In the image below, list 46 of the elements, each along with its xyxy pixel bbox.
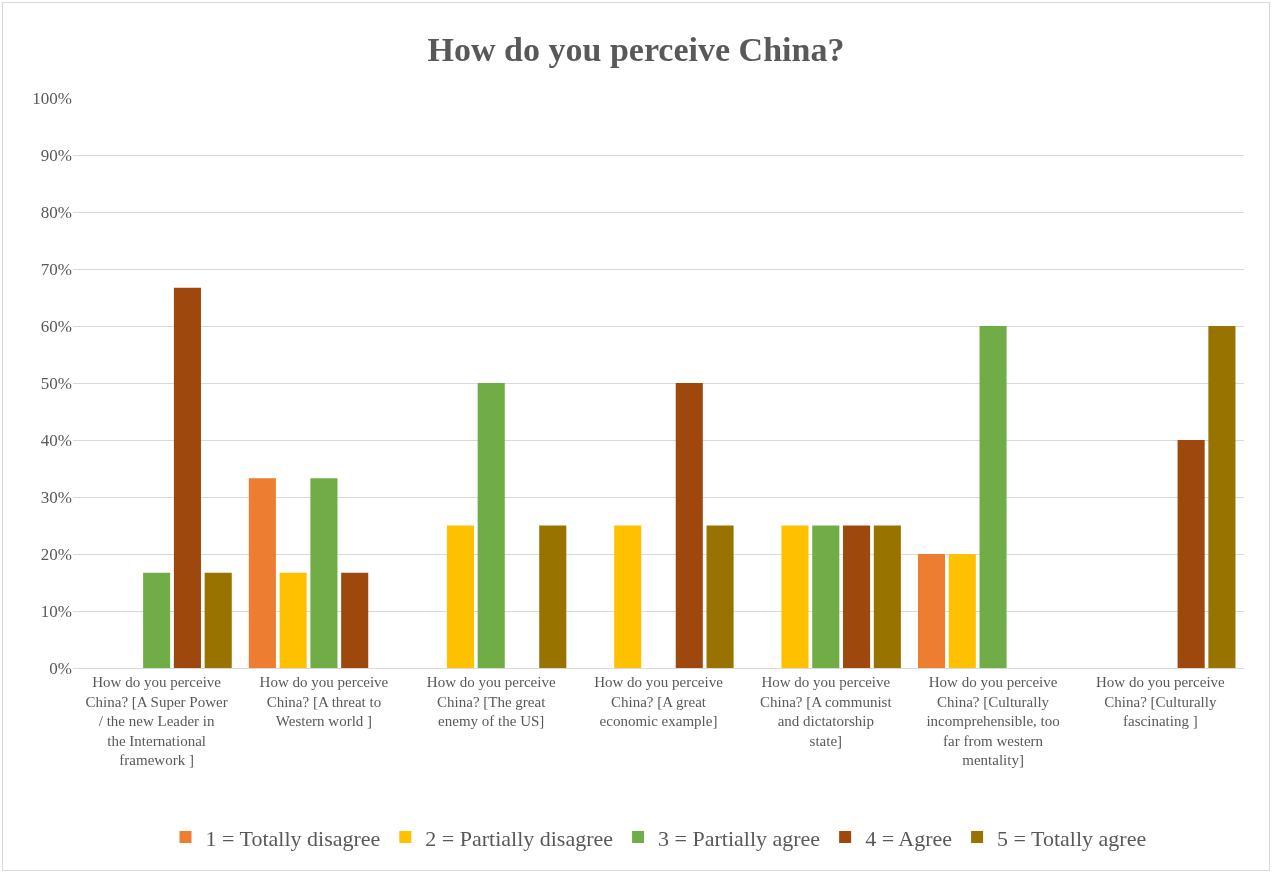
x-tick-label: How do you perceive China? [A Super Power / the new Leader in the International framework ] <box>85 674 228 768</box>
bar <box>279 572 307 668</box>
bar <box>812 525 840 668</box>
bar <box>173 287 201 668</box>
x-tick-label: How do you perceive China? [A communist and dictatorship state] <box>759 674 893 749</box>
bar <box>781 525 809 668</box>
bar <box>539 525 567 668</box>
x-tick-label: How do you perceive China? [A great economic example] <box>594 674 724 729</box>
x-tick-label: How do you perceive China? [Culturally incomprehensible, too far from western mentality] <box>926 674 1060 768</box>
y-tick-label: 60% <box>40 316 72 336</box>
bar <box>310 478 338 668</box>
bar <box>948 554 976 668</box>
y-tick-label: 30% <box>40 487 72 507</box>
bar <box>477 383 505 668</box>
bar <box>873 525 901 668</box>
y-tick-label: 70% <box>40 259 72 279</box>
y-tick-label: 50% <box>40 373 72 393</box>
legend-label: 4 = Agree <box>865 825 953 851</box>
bar <box>1208 326 1236 668</box>
bar <box>843 525 871 668</box>
x-tick-label: How do you perceive China? [Culturally fascinating ] <box>1096 674 1226 729</box>
bar <box>341 572 369 668</box>
bar <box>614 525 642 668</box>
legend-label: 1 = Totally disagree <box>205 825 381 851</box>
y-tick-label: 80% <box>40 202 72 222</box>
bar <box>675 383 703 668</box>
y-tick-label: 20% <box>40 544 72 564</box>
bar <box>1177 440 1205 668</box>
bar <box>204 572 232 668</box>
legend-label: 2 = Partially disagree <box>425 825 614 851</box>
x-tick-label: How do you perceive China? [A threat to Western world ] <box>259 674 389 729</box>
y-tick-label: 100% <box>32 88 72 108</box>
bar <box>706 525 734 668</box>
bar <box>979 326 1007 668</box>
y-tick-label: 10% <box>40 601 72 621</box>
bar <box>248 478 276 668</box>
bar <box>143 572 171 668</box>
y-tick-label: 0% <box>49 658 72 678</box>
y-tick-label: 40% <box>40 430 72 450</box>
bar <box>917 554 946 668</box>
x-tick-label: How do you perceive China? [The great enemy of the US] <box>426 674 556 729</box>
legend-label: 3 = Partially agree <box>658 825 821 851</box>
y-tick-label: 90% <box>40 145 72 165</box>
bar <box>446 525 474 668</box>
legend-label: 5 = Totally agree <box>997 825 1147 851</box>
chart-title: How do you perceive China? <box>427 31 845 69</box>
